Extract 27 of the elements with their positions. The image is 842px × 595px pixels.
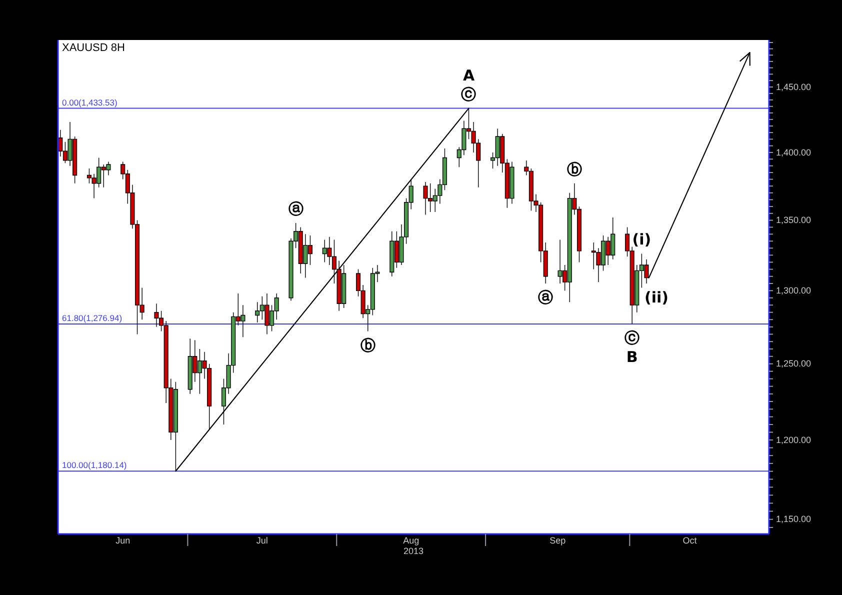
chart-title: XAUUSD 8H	[62, 42, 126, 54]
y-tick-label: 1,250.00	[776, 358, 812, 369]
x-tick-label: Sep	[550, 535, 566, 546]
ref-line-label: 0.00(1,433.53)	[62, 97, 118, 108]
annotation: ⓐ	[288, 200, 304, 218]
ref-line-label: 61.80(1,276.94)	[62, 313, 122, 324]
annotation: A	[462, 66, 475, 84]
x-tick-label: Oct	[682, 535, 698, 546]
annotation: (i)	[632, 230, 652, 249]
x-axis-title: 2013	[403, 546, 424, 556]
y-tick-label: 1,400.00	[776, 147, 812, 158]
annotation: (ii)	[644, 288, 668, 307]
annotation: B	[626, 348, 638, 366]
y-tick-label: 1,450.00	[776, 82, 812, 92]
annotation: ⓐ	[538, 288, 554, 307]
y-tick-label: 1,150.00	[776, 514, 812, 524]
annotation: ⓒ	[461, 85, 476, 104]
annotation: ⓑ	[360, 336, 376, 354]
y-tick-label: 1,300.00	[776, 286, 812, 296]
x-tick-label: Jun	[116, 535, 130, 546]
annotation: ⓒ	[624, 328, 640, 347]
y-tick-label: 1,350.00	[776, 215, 812, 226]
x-tick-label: Jul	[256, 535, 268, 546]
y-tick-label: 1,200.00	[776, 434, 812, 445]
annotation: ⓑ	[566, 160, 582, 178]
ref-line-label: 100.00(1,180.14)	[62, 460, 127, 470]
x-tick-label: Aug	[403, 535, 420, 546]
